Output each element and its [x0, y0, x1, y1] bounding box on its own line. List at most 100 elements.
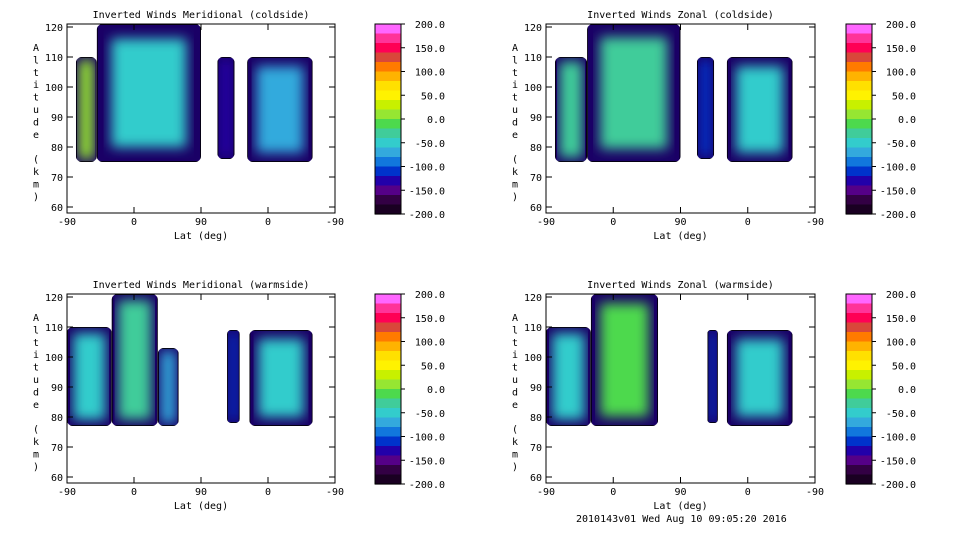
colorbar-swatch: [375, 33, 401, 44]
colorbar-swatch: [846, 62, 872, 73]
colorbar-swatch: [375, 322, 401, 333]
wind-region-2: [587, 24, 681, 162]
region-core: [258, 338, 304, 418]
colorbar-swatch: [846, 332, 872, 343]
colorbar-swatch: [375, 370, 401, 381]
colorbar-label: 100.0: [886, 338, 916, 349]
colorbar-swatch: [375, 294, 401, 305]
x-tick-label: 0: [610, 217, 616, 228]
y-tick-label: 120: [524, 23, 542, 34]
colorbar-swatch: [375, 100, 401, 111]
x-tick-label: 90: [195, 217, 207, 228]
colorbar-label: 100.0: [415, 338, 445, 349]
colorbar-swatch: [846, 185, 872, 196]
y-tick-label: 80: [51, 143, 63, 154]
colorbar-swatch: [846, 417, 872, 428]
region-contour: [726, 330, 793, 426]
wind-region-1: [546, 327, 591, 426]
colorbar-swatch: [846, 147, 872, 158]
region-core: [118, 300, 152, 420]
chart-panel-1: Inverted Winds Meridional (coldside) -90 0…: [33, 10, 445, 242]
x-tick-label: 0: [265, 487, 271, 498]
colorbar-swatch: [846, 166, 872, 177]
y-tick-label: 70: [51, 443, 63, 454]
region-contour: [697, 57, 715, 159]
colorbar-swatch: [846, 389, 872, 400]
colorbar-swatch: [375, 465, 401, 476]
y-tick-label: 70: [530, 173, 542, 184]
x-tick-label: 0: [610, 487, 616, 498]
colorbar-label: 200.0: [886, 20, 916, 31]
colorbar-swatch: [375, 147, 401, 158]
colorbar-swatch: [375, 360, 401, 371]
colorbar-swatch: [846, 81, 872, 92]
colorbar-swatch: [375, 417, 401, 428]
y-tick-label: 60: [51, 203, 63, 214]
region-contour: [726, 57, 793, 162]
region-contour: [76, 57, 97, 162]
wind-region-4: [726, 57, 793, 162]
colorbar-label: -150.0: [880, 456, 916, 467]
colorbar-swatch: [375, 436, 401, 447]
colorbar-swatch: [846, 71, 872, 82]
y-tick-label: 100: [45, 83, 63, 94]
colorbar-swatch: [846, 195, 872, 206]
colorbar-label: 200.0: [415, 20, 445, 31]
colorbar-swatch: [846, 370, 872, 381]
colorbar-swatch: [846, 109, 872, 120]
y-tick-label: 100: [524, 83, 542, 94]
y-tick-label: 80: [530, 413, 542, 424]
y-tick-label: 120: [45, 23, 63, 34]
colorbar-swatch: [846, 398, 872, 409]
colorbar-swatch: [375, 71, 401, 82]
colorbar-label: -100.0: [409, 433, 445, 444]
colorbar-swatch: [846, 455, 872, 466]
colorbar-label: 0.0: [427, 115, 445, 126]
colorbar-swatch: [846, 100, 872, 111]
colorbar-label: 200.0: [415, 290, 445, 301]
x-axis-label: Lat (deg): [174, 231, 228, 242]
colorbar-swatch: [375, 24, 401, 35]
region-core: [78, 59, 94, 160]
x-tick-label: 0: [265, 217, 271, 228]
colorbar-swatch: [375, 446, 401, 457]
wind-region-3: [157, 348, 179, 426]
chart-title: Inverted Winds Zonal (coldside): [587, 10, 774, 21]
region-core: [552, 333, 585, 420]
colorbar-label: 50.0: [421, 91, 445, 102]
colorbar-swatch: [846, 474, 872, 485]
y-tick-label: 110: [45, 323, 63, 334]
wind-field: [554, 24, 793, 162]
colorbar-swatch: [375, 408, 401, 419]
colorbar-swatch: [375, 109, 401, 120]
colorbar-swatch: [846, 446, 872, 457]
x-tick-label: -90: [806, 217, 824, 228]
colorbar-swatch: [375, 128, 401, 139]
colorbar-swatch: [846, 90, 872, 101]
colorbar-swatch: [846, 303, 872, 314]
colorbar-swatch: [375, 157, 401, 168]
colorbar-swatch: [375, 185, 401, 196]
y-tick-label: 120: [45, 293, 63, 304]
x-tick-label: -90: [537, 487, 555, 498]
colorbar-swatch: [375, 81, 401, 92]
colorbar-label: 0.0: [898, 385, 916, 396]
colorbar-label: 150.0: [886, 314, 916, 325]
colorbar-label: -150.0: [409, 456, 445, 467]
region-core: [219, 59, 233, 157]
region-core: [708, 331, 717, 422]
colorbar-swatch: [375, 176, 401, 187]
colorbar-label: -150.0: [409, 186, 445, 197]
colorbar-swatch: [375, 398, 401, 409]
x-tick-label: 0: [745, 217, 751, 228]
colorbar-swatch: [846, 33, 872, 44]
y-tick-label: 60: [530, 203, 542, 214]
x-tick-label: 0: [745, 487, 751, 498]
y-tick-label: 80: [51, 413, 63, 424]
colorbar-swatch: [846, 427, 872, 438]
colorbar-swatch: [846, 313, 872, 324]
region-core: [559, 61, 583, 158]
